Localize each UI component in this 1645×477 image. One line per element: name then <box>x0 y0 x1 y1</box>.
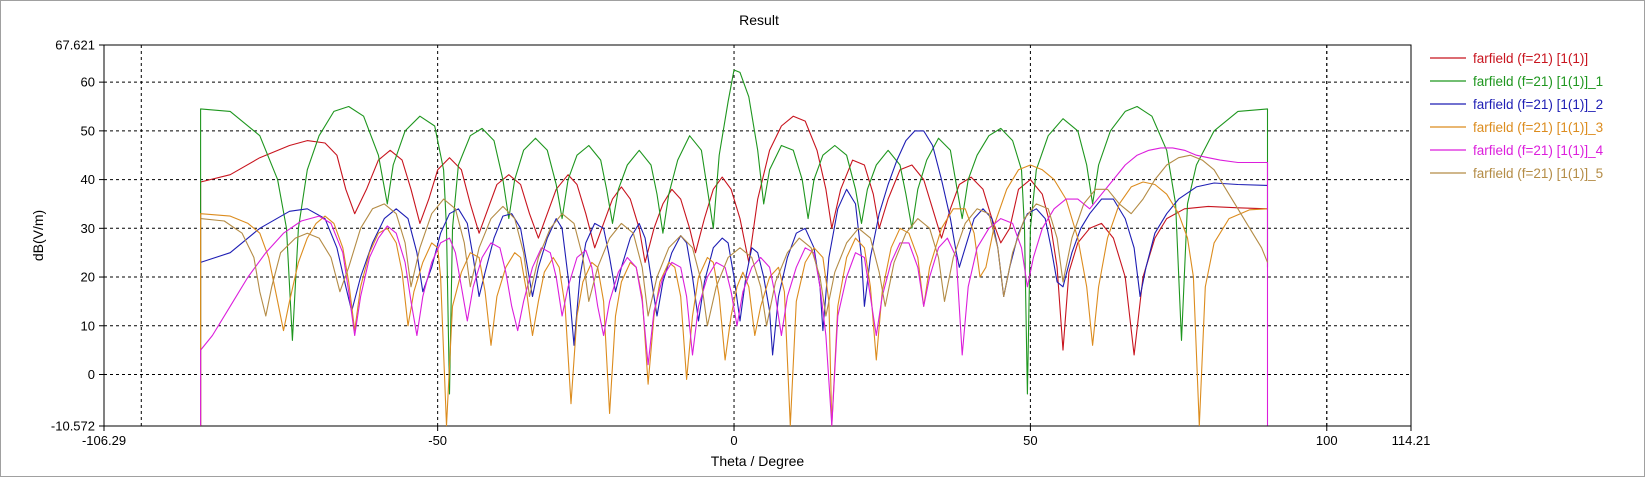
x-tick-label: 114.21 <box>1392 433 1431 448</box>
series-line-0 <box>200 115 1268 426</box>
y-tick-label: 67.621 <box>55 38 95 53</box>
series-line-4 <box>200 147 1269 427</box>
chart-title: Result <box>739 12 779 28</box>
y-axis-label: dB(V/m) <box>30 210 46 261</box>
y-tick-label: 30 <box>81 221 95 236</box>
y-tick-label: 40 <box>81 172 95 187</box>
x-tick-label: -50 <box>428 433 447 448</box>
series-line-5 <box>200 154 1269 327</box>
y-tick-label: 60 <box>81 75 95 90</box>
y-tick-label: 20 <box>81 270 95 285</box>
legend-entry-4: farfield (f=21) [1(1)]_4 <box>1473 143 1604 158</box>
axis-ticks: -106.29 -50 0 50 100 114.21 -10.572 0 10 20 30 40 50… <box>51 38 1430 449</box>
series-line-1 <box>200 69 1269 426</box>
legend-entry-3: farfield (f=21) [1(1)]_3 <box>1473 120 1603 135</box>
x-tick-label: -106.29 <box>82 433 126 448</box>
x-axis-label: Theta / Degree <box>711 453 805 469</box>
x-tick-label: 0 <box>730 433 737 448</box>
x-tick-label: 50 <box>1023 433 1037 448</box>
legend-entry-2: farfield (f=21) [1(1)]_2 <box>1473 97 1603 112</box>
y-tick-label: 10 <box>81 318 95 333</box>
y-tick-label: 50 <box>81 123 95 138</box>
series-layer <box>200 69 1269 427</box>
series-line-3 <box>200 164 1268 427</box>
series-line-2 <box>200 130 1268 356</box>
y-tick-label: -10.572 <box>51 419 95 434</box>
plot-area <box>103 44 1412 427</box>
legend: farfield (f=21) [1(1)] farfield (f=21) [1… <box>1430 51 1604 181</box>
legend-entry-5: farfield (f=21) [1(1)]_5 <box>1473 166 1603 181</box>
legend-entry-1: farfield (f=21) [1(1)]_1 <box>1473 74 1603 89</box>
legend-entry-0: farfield (f=21) [1(1)] <box>1473 51 1588 66</box>
y-tick-label: 0 <box>88 367 95 382</box>
x-tick-label: 100 <box>1316 433 1338 448</box>
